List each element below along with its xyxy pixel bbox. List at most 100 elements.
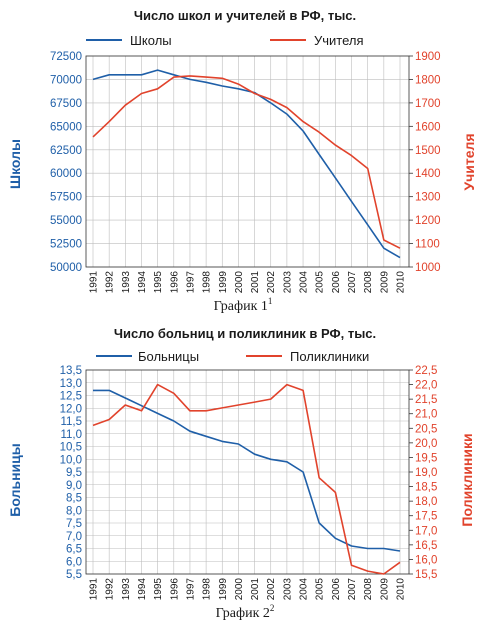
left-tick-label: 8,5 [66, 493, 82, 505]
x-tick-label: 2006 [331, 578, 342, 601]
x-tick-label: 2004 [299, 271, 310, 294]
chart-1-x-ticks: 1991 1992 1993 1994 1995 1996 1997 1998 1999 2000… [89, 271, 407, 294]
left-tick-label: 9,0 [66, 480, 82, 492]
chart-2-caption: График 22 [216, 603, 275, 621]
x-tick-label: 2010 [396, 578, 407, 601]
x-tick-label: 2004 [299, 578, 310, 601]
right-tick-label: 22,0 [415, 380, 437, 392]
x-tick-label: 2002 [266, 271, 277, 294]
x-tick-label: 2007 [347, 578, 358, 601]
left-tick-label: 10,0 [60, 454, 82, 466]
right-tick-label: 1600 [415, 121, 441, 133]
left-tick-label: 52500 [50, 239, 82, 251]
left-tick-label: 11,5 [60, 416, 82, 428]
left-tick-label: 67500 [50, 98, 82, 110]
chart-1-right-axis-label: Учителя [461, 133, 477, 190]
chart-2-legend-label-hospitals: Больницы [138, 349, 199, 364]
right-tick-label: 1700 [415, 98, 441, 110]
chart-2-title: Число больниц и поликлиник в РФ, тыс. [114, 326, 376, 341]
chart-1-legend-label-schools: Школы [130, 33, 172, 48]
right-tick-label: 20,5 [415, 423, 437, 435]
right-tick-label: 16,5 [415, 540, 437, 552]
chart-1-legend-label-teachers: Учителя [314, 33, 364, 48]
x-tick-label: 2001 [250, 578, 261, 601]
x-tick-label: 2003 [282, 578, 293, 601]
right-tick-label: 16,0 [415, 554, 437, 566]
left-tick-label: 11,0 [60, 429, 82, 441]
left-tick-label: 13,0 [60, 378, 82, 390]
left-tick-label: 57500 [50, 192, 82, 204]
left-tick-label: 72500 [50, 51, 82, 63]
chart-2-caption-sup: 2 [270, 603, 275, 613]
left-tick-label: 62500 [50, 145, 82, 157]
left-tick-label: 7,5 [66, 518, 82, 530]
x-tick-label: 1999 [218, 578, 229, 601]
chart-1-caption-text: График 1 [214, 299, 268, 314]
right-tick-label: 18,5 [415, 482, 437, 494]
chart-1-caption-sup: 1 [268, 296, 273, 306]
left-tick-label: 13,5 [60, 365, 82, 377]
right-tick-label: 1900 [415, 51, 441, 63]
chart-hospitals-clinics: Число больниц и поликлиник в РФ, тыс. Бо… [7, 326, 475, 621]
right-tick-label: 1200 [415, 215, 441, 227]
chart-2-series-lines [92, 383, 401, 575]
left-tick-label: 7,0 [66, 531, 82, 543]
left-tick-label: 6,5 [66, 544, 82, 556]
x-tick-label: 2008 [363, 578, 374, 601]
right-tick-label: 1100 [415, 239, 440, 251]
x-tick-label: 1993 [121, 578, 132, 601]
chart-2-left-axis-label: Больницы [7, 443, 23, 516]
x-tick-label: 1991 [89, 578, 100, 601]
left-tick-label: 50000 [50, 262, 82, 274]
left-tick-label: 9,5 [66, 467, 82, 479]
right-tick-label: 20,0 [415, 438, 437, 450]
left-tick-label: 8,0 [66, 505, 82, 517]
right-tick-label: 1500 [415, 145, 441, 157]
x-tick-label: 1993 [121, 271, 132, 294]
chart-2-right-ticks: 15,5 16,0 16,5 17,0 17,5 18,0 18,5 19,0 19,5 20,0… [409, 365, 437, 581]
right-tick-label: 19,0 [415, 467, 437, 479]
chart-1-plot-frame [85, 55, 410, 268]
x-tick-label: 2005 [315, 578, 326, 601]
left-tick-label: 55000 [50, 215, 82, 227]
series-line-left [93, 389, 401, 552]
chart-2-legend-label-clinics: Поликлиники [290, 349, 369, 364]
x-tick-label: 1998 [202, 271, 213, 294]
x-tick-label: 1992 [105, 578, 116, 601]
x-tick-label: 1997 [185, 578, 196, 601]
chart-1-gridlines [86, 55, 409, 268]
x-tick-label: 1996 [169, 271, 180, 294]
right-tick-label: 1400 [415, 168, 441, 180]
right-tick-label: 1000 [415, 262, 441, 274]
x-tick-label: 2006 [331, 271, 342, 294]
x-tick-label: 2005 [315, 271, 326, 294]
chart-2-left-ticks: 5,56,06,57,07,58,08,59,09,510,010,511,01… [60, 365, 82, 581]
x-tick-label: 2008 [363, 271, 374, 294]
chart-2-caption-text: График 2 [216, 606, 270, 621]
left-tick-label: 5,5 [66, 569, 82, 581]
x-tick-label: 2007 [347, 271, 358, 294]
right-tick-label: 1800 [415, 74, 441, 86]
right-tick-label: 1300 [415, 192, 441, 204]
right-tick-label: 22,5 [415, 365, 437, 377]
chart-2-gridlines [86, 369, 409, 575]
left-tick-label: 70000 [50, 74, 82, 86]
right-tick-label: 21,0 [415, 409, 437, 421]
chart-1-title: Число школ и учителей в РФ, тыс. [134, 8, 356, 23]
chart-2-right-axis-label: Поликлиники [459, 433, 475, 526]
x-tick-label: 2000 [234, 578, 245, 601]
x-tick-label: 1995 [153, 271, 164, 294]
series-line-right [92, 383, 401, 575]
x-tick-label: 2001 [250, 271, 261, 294]
chart-1-left-ticks: 50000 52500 55000 57500 60000 62500 65000 67500… [50, 51, 82, 274]
chart-1-right-ticks: 1000 1100 1200 1300 1400 1500 1600 1700 1800 1900 [409, 51, 441, 274]
left-tick-label: 12,5 [60, 391, 82, 403]
chart-1-left-axis-label: Школы [7, 139, 23, 189]
left-tick-label: 60000 [50, 168, 82, 180]
chart-2-x-ticks: 1991 1992 1993 1994 1995 1996 1997 1998 1999 2000… [89, 578, 407, 601]
right-tick-label: 19,5 [415, 452, 437, 464]
x-tick-label: 2009 [379, 271, 390, 294]
right-tick-label: 17,5 [415, 511, 437, 523]
left-tick-label: 65000 [50, 121, 82, 133]
